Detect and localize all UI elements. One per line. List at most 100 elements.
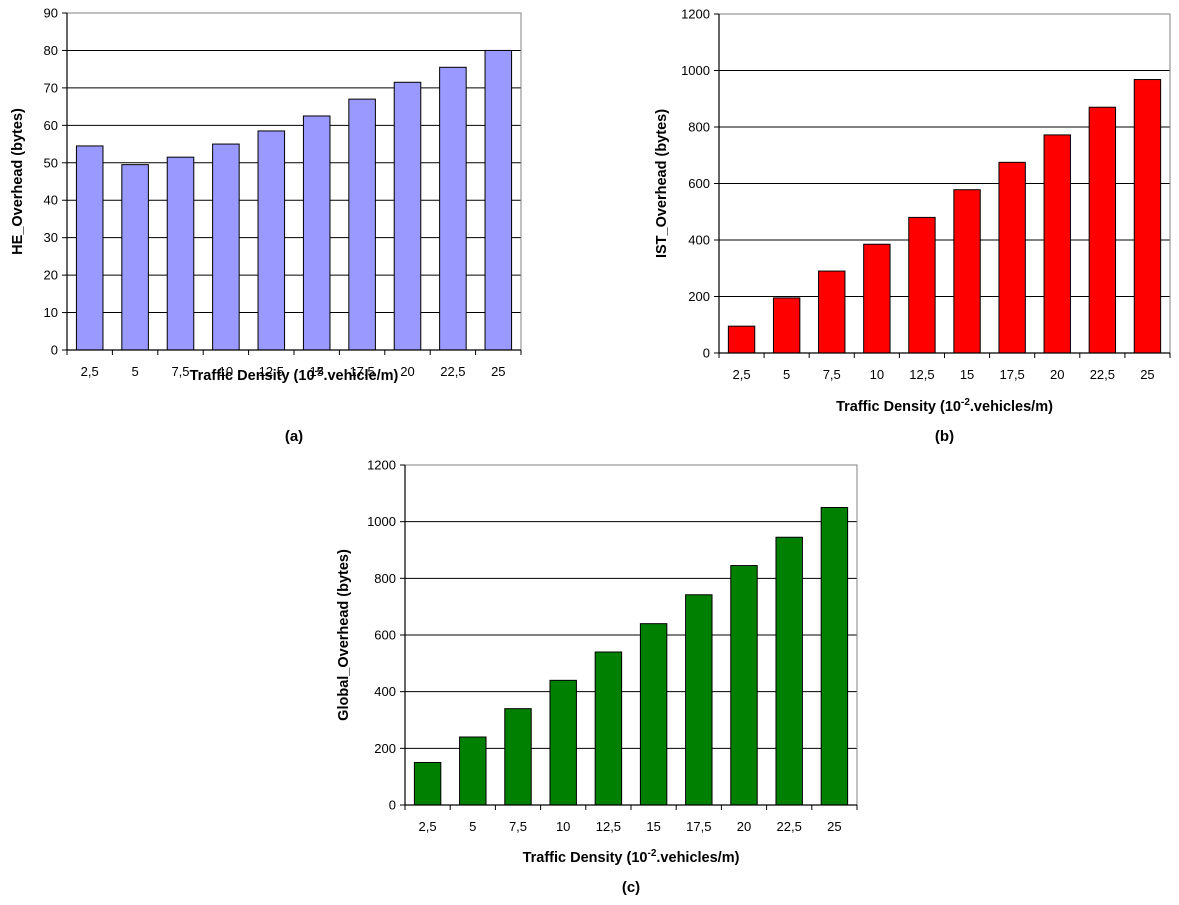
y-tick-label: 800 (374, 571, 396, 586)
x-tick-label: 12,5 (909, 367, 934, 382)
chart-b: 0 200 400 600 800 1000 1200 2,5 5 7,5 10 12,5 15 17,… (654, 7, 1171, 445)
bar (775, 536, 803, 806)
bars (413, 507, 849, 806)
x-tick-label: 25 (1140, 367, 1154, 382)
bar (998, 161, 1026, 354)
bar (1133, 79, 1162, 354)
panel-caption: (c) (622, 879, 640, 896)
bar (639, 623, 668, 806)
bar (393, 81, 422, 351)
y-tick-label: 400 (688, 233, 710, 248)
axes (400, 464, 858, 810)
x-axis-label-sup: -2 (648, 848, 657, 859)
y-tick-label: 600 (374, 628, 396, 643)
axes (714, 13, 1171, 358)
bar (166, 156, 195, 351)
bar (818, 270, 846, 354)
x-tick-label: 25 (827, 819, 841, 834)
x-tick-label: 17,5 (349, 364, 374, 379)
y-tick-label: 70 (44, 80, 58, 95)
x-tick-label: 22,5 (777, 819, 802, 834)
x-axis-label-suffix: .vehicles/m) (656, 850, 739, 866)
y-tick-labels: 0 10 20 30 40 50 60 70 80 90 (44, 6, 58, 358)
x-tick-label: 5 (783, 367, 790, 382)
x-axis-label-suffix: .vehicle/m) (323, 368, 398, 384)
y-tick-label: 600 (688, 176, 710, 191)
bar (685, 594, 713, 806)
x-axis-label-prefix: Traffic Density (10 (190, 368, 315, 384)
panel-caption: (b) (935, 428, 954, 445)
bar (439, 66, 467, 351)
x-tick-label: 17,5 (686, 819, 711, 834)
panel-caption: (a) (285, 428, 303, 445)
x-axis-label-prefix: Traffic Density (10 (523, 850, 648, 866)
bars (75, 49, 513, 351)
y-tick-label: 1000 (367, 514, 396, 529)
chart-c: 0 200 400 600 800 1000 1200 2,5 5 7,5 10 12,5 15 17,… (336, 458, 858, 896)
x-tick-label: 7,5 (171, 364, 189, 379)
x-tick-labels: 2,5 5 7,5 10 12,5 15 17,5 20 22,5 25 (733, 367, 1155, 382)
x-tick-label: 15 (646, 819, 660, 834)
y-tick-label: 60 (44, 118, 58, 133)
bar (1088, 106, 1117, 354)
x-axis-label-sup: -2 (961, 397, 970, 408)
x-tick-label: 7,5 (509, 819, 527, 834)
x-tick-label: 5 (469, 819, 476, 834)
axes (62, 12, 522, 355)
bar (75, 145, 104, 351)
y-tick-label: 200 (374, 741, 396, 756)
x-tick-label: 25 (491, 364, 505, 379)
x-tick-label: 2,5 (419, 819, 437, 834)
bar (504, 708, 532, 806)
y-tick-label: 20 (44, 268, 58, 283)
x-tick-label: 10 (870, 367, 884, 382)
bar (594, 651, 623, 806)
bar (121, 164, 149, 351)
y-tick-label: 50 (44, 155, 58, 170)
bar (953, 189, 981, 354)
x-tick-label: 2,5 (733, 367, 751, 382)
bar (549, 679, 577, 806)
bar (257, 130, 286, 351)
y-tick-label: 0 (703, 346, 710, 361)
bar (820, 507, 849, 806)
x-tick-label: 22,5 (440, 364, 465, 379)
bar (908, 216, 936, 354)
bar (348, 98, 376, 351)
x-tick-label: 22,5 (1090, 367, 1115, 382)
x-tick-label: 2,5 (81, 364, 99, 379)
y-tick-labels: 0 200 400 600 800 1000 1200 (367, 458, 396, 813)
bars (727, 79, 1162, 354)
y-tick-label: 800 (688, 120, 710, 135)
bar (863, 243, 891, 354)
x-tick-label: 20 (1050, 367, 1064, 382)
x-tick-label: 20 (737, 819, 751, 834)
y-tick-label: 0 (389, 798, 396, 813)
x-tick-label: 10 (556, 819, 570, 834)
y-tick-label: 40 (44, 193, 58, 208)
bar (730, 565, 758, 806)
x-axis-label: Traffic Density (10-2.vehicles/m) (523, 848, 740, 866)
x-tick-label: 15 (960, 367, 974, 382)
bar (459, 736, 487, 806)
y-tick-label: 0 (51, 343, 58, 358)
y-tick-labels: 0 200 400 600 800 1000 1200 (681, 7, 710, 361)
bar (212, 143, 240, 351)
bar (727, 325, 756, 354)
x-tick-label: 7,5 (823, 367, 841, 382)
x-tick-label: 12,5 (596, 819, 621, 834)
x-tick-label: 17,5 (999, 367, 1024, 382)
x-axis-label: Traffic Density (10-2.vehicle/m) (190, 366, 399, 384)
x-tick-label: 12,5 (259, 364, 284, 379)
bar (772, 297, 801, 354)
bar (413, 762, 442, 806)
bar (302, 115, 331, 351)
y-tick-label: 10 (44, 305, 58, 320)
y-axis-label: Global_Overhead (bytes) (336, 549, 352, 721)
x-tick-label: 20 (400, 364, 414, 379)
y-tick-label: 1000 (681, 63, 710, 78)
y-tick-label: 200 (688, 289, 710, 304)
y-tick-label: 1200 (367, 458, 396, 473)
